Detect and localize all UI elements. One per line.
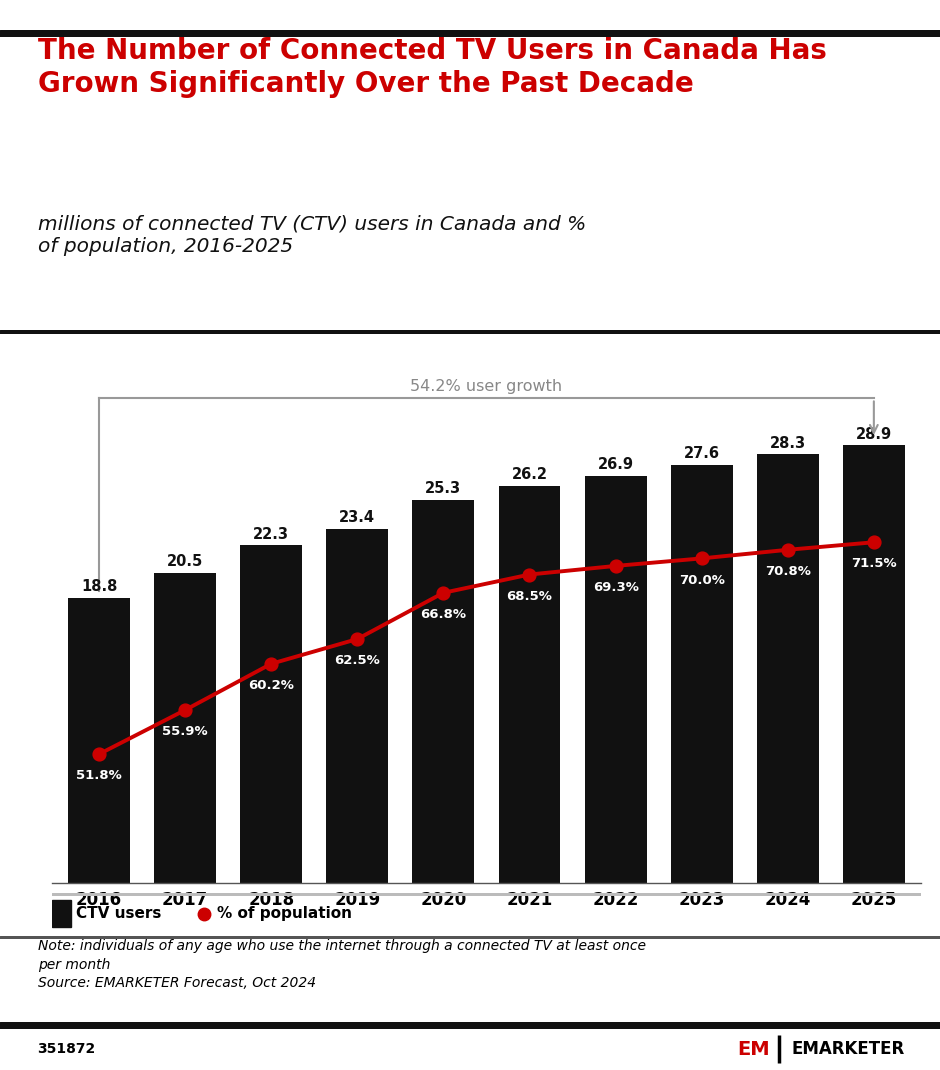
Text: 55.9%: 55.9% [163,725,208,738]
Bar [757,455,819,883]
Point [867,534,882,551]
Text: % of population: % of population [217,906,352,921]
Point [608,557,623,575]
Bar [585,476,647,883]
Text: 28.3: 28.3 [770,435,806,450]
Point [694,550,709,567]
Text: 66.8%: 66.8% [420,608,466,621]
Bar [241,546,303,883]
Text: 70.8%: 70.8% [765,565,810,578]
Text: 351872: 351872 [38,1042,96,1056]
Text: 71.5%: 71.5% [851,557,897,570]
Bar [843,445,905,883]
Text: 68.5%: 68.5% [507,590,553,602]
Text: The Number of Connected TV Users in Canada Has
Grown Significantly Over the Past: The Number of Connected TV Users in Cana… [38,37,826,97]
Text: 23.4: 23.4 [339,510,375,525]
Text: 26.9: 26.9 [598,457,634,472]
Text: 27.6: 27.6 [683,446,720,461]
Text: 25.3: 25.3 [425,482,462,496]
Point [780,541,795,559]
Point [91,746,106,763]
Text: 62.5%: 62.5% [335,654,380,668]
Bar [52,900,70,928]
Text: 20.5: 20.5 [167,554,203,569]
Text: 69.3%: 69.3% [592,581,638,594]
Point [522,566,537,583]
Text: 28.9: 28.9 [855,427,892,442]
Bar [154,572,216,883]
Bar [498,486,560,883]
Text: 70.0%: 70.0% [679,574,725,586]
Text: 60.2%: 60.2% [248,679,294,692]
Text: 18.8: 18.8 [81,580,118,595]
Point [350,630,365,647]
Text: 22.3: 22.3 [253,526,290,541]
Point [264,655,279,672]
Bar [413,500,475,883]
Text: 51.8%: 51.8% [76,769,122,782]
Text: EM: EM [737,1040,770,1058]
Text: millions of connected TV (CTV) users in Canada and %
of population, 2016-2025: millions of connected TV (CTV) users in … [38,214,586,256]
Point [178,702,193,719]
Text: EMARKETER: EMARKETER [791,1040,904,1058]
Bar [670,465,732,883]
Text: Note: individuals of any age who use the internet through a connected TV at leas: Note: individuals of any age who use the… [38,939,646,990]
Bar [68,598,130,883]
Text: CTV users: CTV users [76,906,162,921]
Text: 54.2% user growth: 54.2% user growth [411,379,562,394]
Text: 26.2: 26.2 [511,468,547,483]
Point [436,584,451,601]
Bar [326,529,388,883]
